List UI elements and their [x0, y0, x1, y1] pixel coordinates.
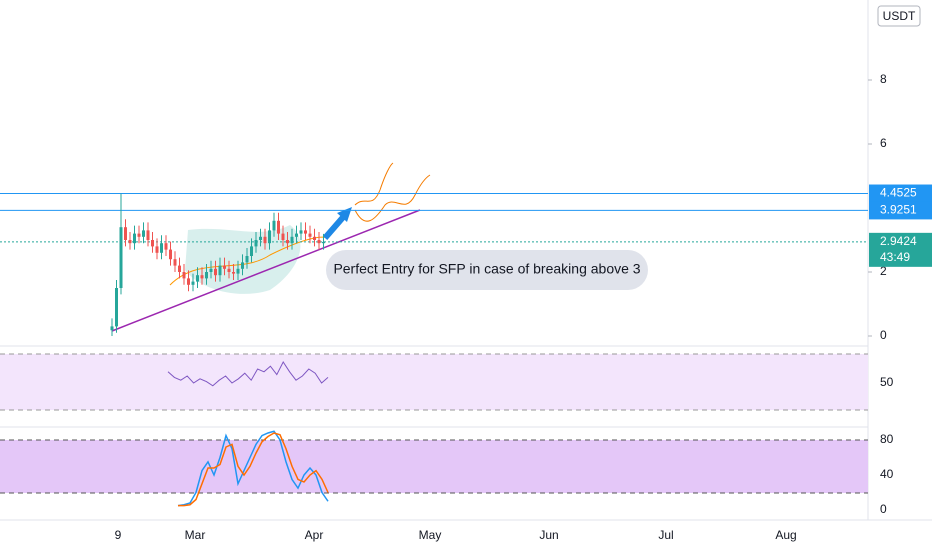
arrow-shaft: [322, 213, 348, 240]
candle-body: [250, 246, 253, 256]
candle-body: [268, 230, 271, 244]
price-level-label: 4.4525: [880, 186, 917, 200]
candle-body: [317, 240, 321, 244]
candle-body: [286, 240, 289, 244]
time-label: Apr: [305, 528, 324, 542]
candle-body: [133, 233, 136, 244]
candle-body: [290, 236, 294, 244]
stoch-k: [177, 430, 329, 507]
candle-body: [218, 265, 222, 276]
candle-body: [205, 272, 208, 279]
candle-body: [304, 230, 307, 234]
time-label: Jul: [658, 528, 673, 542]
candle-body: [299, 230, 303, 234]
candle-body: [164, 243, 168, 250]
currency-box: [877, 5, 921, 27]
forecast-path: [354, 174, 431, 222]
candle-body: [196, 275, 199, 282]
candle-body: [178, 265, 181, 272]
candle-body: [160, 243, 163, 253]
price-level-tag: [869, 201, 932, 220]
candle-body: [245, 256, 249, 263]
candle-body: [308, 233, 312, 237]
rsi-line: [167, 361, 329, 387]
candle-body: [232, 272, 235, 274]
candle-body: [295, 233, 298, 237]
candle-body: [200, 275, 204, 279]
annotation-bubble: [326, 250, 648, 290]
price-tick-label: 2: [880, 264, 887, 278]
time-label: May: [419, 528, 442, 542]
stoch-tick-label: 0: [880, 502, 887, 516]
price-tick-label: 8: [880, 72, 887, 86]
stoch-band: [0, 440, 868, 493]
price-tick-label: 0: [880, 328, 887, 342]
stoch-tick-label: 80: [880, 432, 894, 446]
candle-body: [119, 227, 123, 288]
candle-body: [281, 233, 285, 240]
candle-body: [191, 281, 195, 285]
time-label: Aug: [775, 528, 796, 542]
price-level-tag: [869, 184, 932, 203]
last-price-tag: [869, 232, 932, 267]
candle-body: [124, 227, 127, 240]
candle-body: [155, 246, 159, 253]
candle-body: [169, 249, 172, 260]
rsi-band: [0, 354, 868, 410]
candle-body: [128, 240, 132, 244]
annotation-text: Perfect Entry for SFP in case of breakin…: [333, 261, 640, 277]
candle-body: [115, 288, 118, 327]
currency-label: USDT: [883, 9, 916, 23]
candle-body: [272, 220, 276, 231]
candle-body: [241, 262, 244, 269]
candle-body: [187, 278, 190, 285]
candle-body: [263, 236, 267, 244]
stoch-tick-label: 40: [880, 467, 894, 481]
last-price-label: 2.9424: [880, 234, 917, 248]
candle-body: [182, 272, 186, 279]
candle-body: [214, 268, 217, 276]
candle-body: [259, 236, 262, 240]
candle-body: [313, 236, 316, 240]
stoch-d: [178, 432, 329, 507]
trend-line: [111, 209, 421, 332]
candle-body: [254, 240, 258, 247]
time-label: 9: [115, 528, 122, 542]
forecast-path: [354, 162, 394, 206]
countdown: 43:49: [880, 250, 910, 264]
candle-body: [223, 265, 226, 269]
candle-body: [151, 240, 154, 247]
candle-body: [137, 233, 141, 237]
rsi-tick-label: 50: [880, 375, 894, 389]
candle-body: [173, 259, 177, 266]
candle-body: [146, 230, 150, 240]
price-tick-label: 6: [880, 136, 887, 150]
time-label: Mar: [185, 528, 206, 542]
candle-body: [277, 220, 280, 234]
time-label: Jun: [539, 528, 558, 542]
candle-body: [236, 268, 240, 274]
candle-body: [322, 241, 325, 244]
candle-body: [209, 268, 213, 272]
price-level-label: 3.9251: [880, 203, 917, 217]
candle-body: [227, 268, 231, 272]
candle-body: [142, 230, 145, 237]
candle-body: [110, 326, 114, 331]
